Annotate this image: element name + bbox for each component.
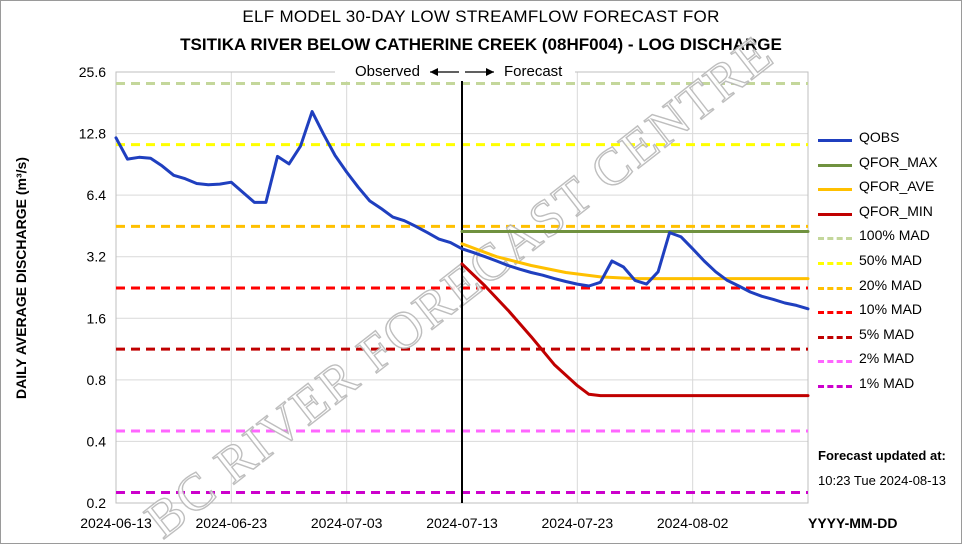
legend-swatch bbox=[818, 286, 852, 290]
legend-label: 10% MAD bbox=[859, 301, 923, 318]
legend-item: 2% MAD bbox=[818, 349, 958, 374]
forecast-updated-time: 10:23 Tue 2024-08-13 bbox=[818, 473, 946, 488]
x-axis-label: YYYY-MM-DD bbox=[808, 515, 898, 531]
legend-label: QFOR_MIN bbox=[859, 202, 933, 219]
observed-annotation: Observed bbox=[355, 63, 420, 80]
legend-label: QFOR_MAX bbox=[859, 153, 938, 170]
legend-item: 100% MAD bbox=[818, 226, 958, 251]
chart-title-line1: ELF MODEL 30-DAY LOW STREAMFLOW FORECAST… bbox=[242, 7, 720, 26]
legend-swatch bbox=[818, 311, 852, 315]
observed-arrowhead bbox=[430, 68, 438, 76]
y-tick-label: 3.2 bbox=[87, 249, 107, 265]
legend-swatch bbox=[818, 139, 852, 142]
forecast-annotation: Forecast bbox=[504, 63, 563, 80]
x-tick-label: 2024-06-13 bbox=[80, 515, 152, 531]
y-tick-label: 0.8 bbox=[87, 372, 107, 388]
series-line-qobs bbox=[114, 110, 810, 311]
legend-swatch bbox=[818, 163, 852, 167]
legend-label: 20% MAD bbox=[859, 276, 923, 293]
legend-label: 5% MAD bbox=[859, 325, 915, 342]
legend-swatch bbox=[818, 237, 852, 241]
legend-label: 100% MAD bbox=[859, 227, 930, 244]
y-tick-label: 0.2 bbox=[87, 495, 107, 511]
legend-label: QOBS bbox=[859, 129, 900, 145]
legend-item: QFOR_MIN bbox=[818, 202, 958, 227]
x-tick-label: 2024-08-02 bbox=[657, 515, 729, 531]
chart-title-line2: TSITIKA RIVER BELOW CATHERINE CREEK (08H… bbox=[180, 35, 782, 54]
legend-swatch bbox=[818, 212, 852, 216]
legend-label: 50% MAD bbox=[859, 251, 923, 268]
legend-swatch bbox=[818, 360, 852, 364]
legend-swatch bbox=[818, 335, 852, 339]
legend-item: 10% MAD bbox=[818, 300, 958, 325]
forecast-arrowhead bbox=[486, 68, 494, 76]
series-line-qfor-min bbox=[460, 262, 810, 398]
x-tick-label: 2024-07-23 bbox=[542, 515, 614, 531]
y-tick-label: 12.8 bbox=[79, 126, 106, 142]
legend-swatch bbox=[818, 384, 852, 388]
legend-item: 20% MAD bbox=[818, 276, 958, 301]
legend-item: QFOR_MAX bbox=[818, 153, 958, 178]
legend-swatch bbox=[818, 261, 852, 265]
legend-item: 1% MAD bbox=[818, 374, 958, 399]
chart-legend: QOBS QFOR_MAX QFOR_AVE QFOR_MIN 100% MAD 50% … bbox=[818, 128, 958, 399]
forecast-updated-label: Forecast updated at: bbox=[818, 448, 946, 463]
y-tick-label: 25.6 bbox=[79, 64, 106, 80]
legend-item: QOBS bbox=[818, 128, 958, 153]
legend-item: QFOR_AVE bbox=[818, 177, 958, 202]
y-tick-label: 6.4 bbox=[87, 187, 107, 203]
legend-label: 1% MAD bbox=[859, 374, 915, 391]
legend-label: QFOR_AVE bbox=[859, 178, 935, 195]
legend-swatch bbox=[818, 188, 852, 192]
legend-item: 50% MAD bbox=[818, 251, 958, 276]
x-tick-label: 2024-07-13 bbox=[426, 515, 498, 531]
y-tick-label: 0.4 bbox=[87, 433, 107, 449]
x-tick-label: 2024-06-23 bbox=[196, 515, 268, 531]
legend-item: 5% MAD bbox=[818, 325, 958, 350]
y-tick-label: 1.6 bbox=[87, 310, 107, 326]
legend-label: 2% MAD bbox=[859, 350, 915, 367]
x-tick-label: 2024-07-03 bbox=[311, 515, 383, 531]
